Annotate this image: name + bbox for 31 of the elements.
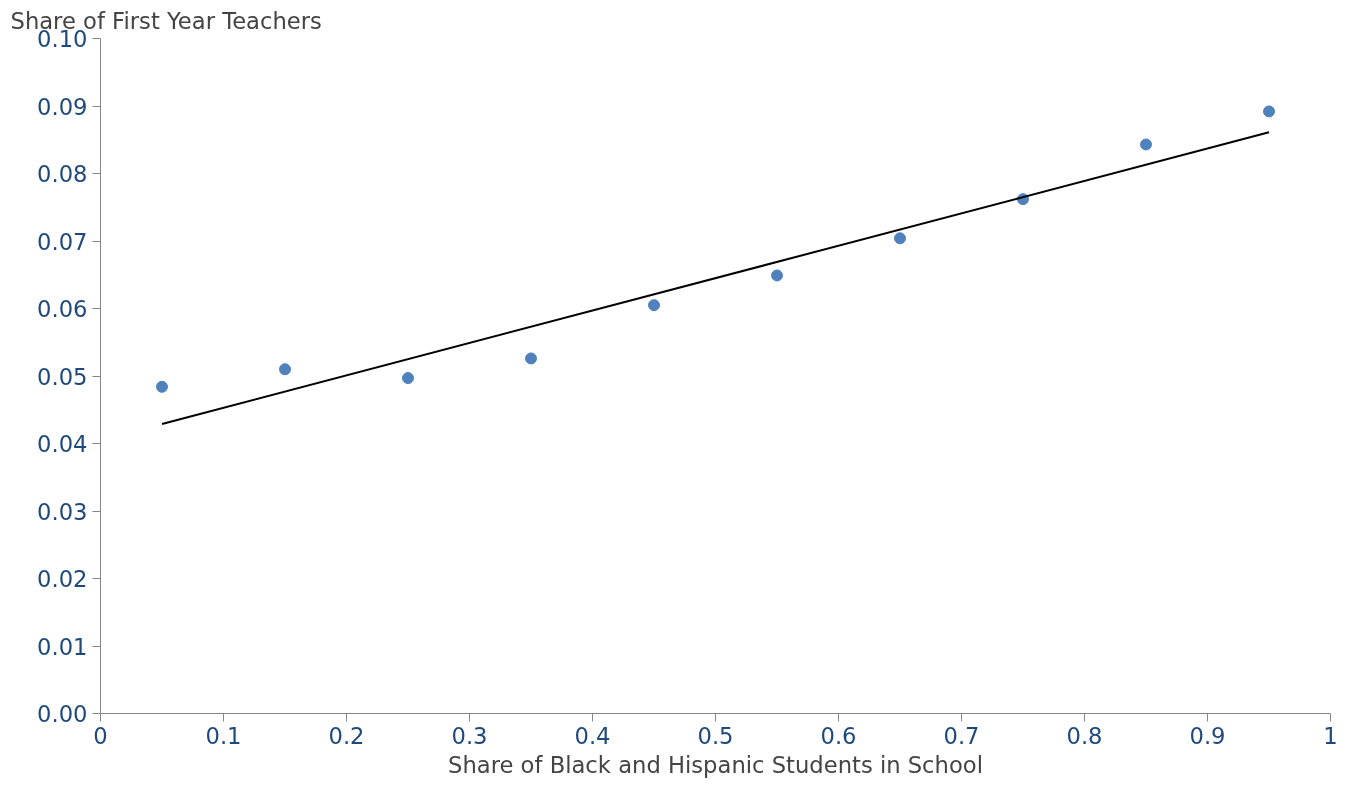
y-tick-label: 0.07 — [37, 228, 88, 255]
x-tick-label: 0.5 — [697, 722, 734, 749]
x-tick-label: 1 — [1323, 722, 1338, 749]
x-tick-label: 0.3 — [451, 722, 488, 749]
point — [525, 352, 537, 365]
y-tick-label: 0.01 — [37, 633, 88, 660]
x-tick-label: 0.2 — [328, 722, 365, 749]
point — [894, 232, 906, 245]
y-tick-label: 0.06 — [37, 296, 88, 322]
point — [648, 299, 660, 312]
y-tick-label: 0.09 — [37, 93, 88, 120]
x-axis-title: Share of Black and Hispanic Students in School — [448, 751, 983, 778]
point — [402, 372, 414, 385]
y-tick-label: 0.03 — [37, 498, 88, 525]
y-tick-label: 0.05 — [37, 363, 88, 390]
point — [279, 363, 291, 376]
x-tick-label: 0.1 — [205, 722, 242, 749]
x-tick-label: 0.9 — [1189, 722, 1226, 749]
point — [771, 269, 783, 282]
y-tick-label: 0.00 — [37, 701, 88, 727]
y-tick-label: 0.08 — [37, 161, 88, 187]
x-tick-label: 0.6 — [820, 722, 857, 749]
point — [1140, 138, 1152, 151]
x-tick-label: 0.7 — [943, 722, 980, 749]
x-tick-label: 0 — [93, 722, 108, 749]
x-tick-label: 0.4 — [574, 722, 611, 749]
y-tick-label: 0.02 — [37, 566, 88, 592]
point — [156, 380, 168, 393]
y-tick-label: 0.04 — [37, 431, 88, 457]
point — [1263, 105, 1275, 118]
x-tick-label: 0.8 — [1066, 722, 1103, 749]
